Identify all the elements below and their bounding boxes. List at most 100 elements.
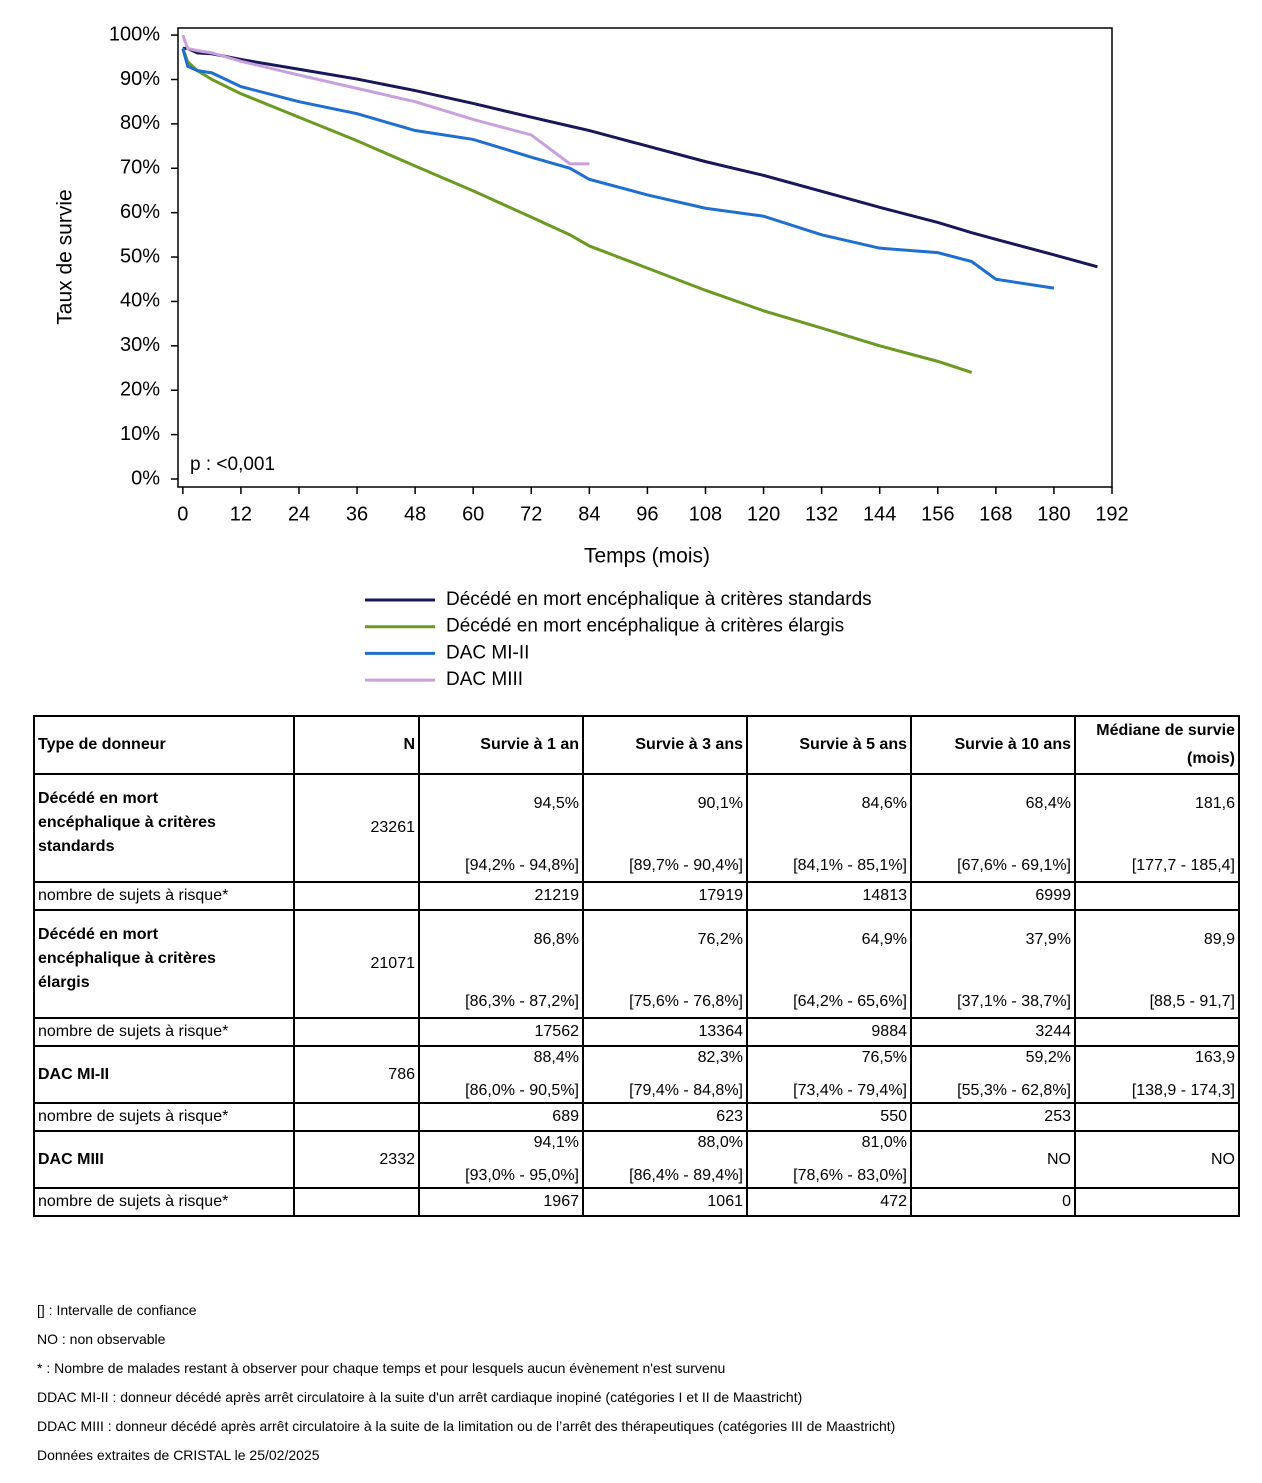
survival-cell: 76,2% [75,6% - 76,8%] bbox=[582, 909, 748, 1019]
survival-table: Type de donneur N Survie à 1 an Survie à 3 … bbox=[33, 715, 1240, 1217]
survival-cell: NO bbox=[1074, 1130, 1240, 1189]
risk-row: nombre de sujets à risque* 21219 17919 1481… bbox=[33, 881, 1240, 911]
risk-label: nombre de sujets à risque* bbox=[33, 1017, 295, 1047]
survival-cell: 94,5% [94,2% - 94,8%] bbox=[418, 773, 584, 883]
header-cell: N bbox=[293, 715, 420, 775]
survival-value: 88,0% bbox=[697, 1134, 743, 1151]
empty-cell bbox=[293, 1187, 420, 1217]
risk-label: nombre de sujets à risque* bbox=[33, 881, 295, 911]
cell-stack: 81,0% [78,6% - 83,0%] bbox=[751, 1134, 907, 1185]
survival-cell: 84,6% [84,1% - 85,1%] bbox=[746, 773, 912, 883]
x-tick-label: 12 bbox=[230, 503, 252, 525]
footnote: [] : Intervalle de confiance bbox=[37, 1302, 197, 1318]
confidence-interval: [94,2% - 94,8%] bbox=[465, 857, 579, 874]
survival-cell: 88,4% [86,0% - 90,5%] bbox=[418, 1045, 584, 1104]
cell-stack: 88,0% [86,4% - 89,4%] bbox=[587, 1134, 743, 1185]
header-cell: Survie à 10 ans bbox=[910, 715, 1076, 775]
risk-count: 13364 bbox=[582, 1017, 748, 1047]
legend-label: DAC MIII bbox=[446, 669, 523, 690]
header-cell: Médiane de survie (mois) bbox=[1074, 715, 1240, 775]
x-tick-label: 120 bbox=[747, 503, 780, 525]
survival-value: 84,6% bbox=[861, 795, 907, 812]
empty-cell bbox=[1074, 1102, 1240, 1132]
donor-type: DAC MI-II bbox=[33, 1045, 295, 1104]
cell-stack: 181,6 [177,7 - 185,4] bbox=[1079, 781, 1235, 875]
risk-label: nombre de sujets à risque* bbox=[33, 1187, 295, 1217]
survival-cell: 82,3% [79,4% - 84,8%] bbox=[582, 1045, 748, 1104]
header-row: Type de donneur N Survie à 1 an Survie à 3 … bbox=[33, 715, 1240, 775]
cell-stack: 59,2% [55,3% - 62,8%] bbox=[915, 1049, 1071, 1100]
risk-count: 472 bbox=[746, 1187, 912, 1217]
empty-cell bbox=[1074, 881, 1240, 911]
x-tick-label: 132 bbox=[805, 503, 838, 525]
survival-cell: 88,0% [86,4% - 89,4%] bbox=[582, 1130, 748, 1189]
x-tick-label: 72 bbox=[520, 503, 542, 525]
survival-cell: 76,5% [73,4% - 79,4%] bbox=[746, 1045, 912, 1104]
survival-value: 163,9 bbox=[1194, 1049, 1235, 1066]
survival-value: 81,0% bbox=[861, 1134, 907, 1151]
footnote: DDAC MI-II : donneur décédé après arrêt … bbox=[37, 1389, 803, 1405]
risk-count: 550 bbox=[746, 1102, 912, 1132]
confidence-interval: [86,3% - 87,2%] bbox=[465, 993, 579, 1010]
x-tick-label: 84 bbox=[578, 503, 600, 525]
risk-count: 14813 bbox=[746, 881, 912, 911]
y-tick-label: 20% bbox=[120, 379, 160, 401]
risk-count: 3244 bbox=[910, 1017, 1076, 1047]
confidence-interval: [55,3% - 62,8%] bbox=[957, 1082, 1071, 1099]
plot-frame bbox=[177, 27, 1113, 488]
confidence-interval: [67,6% - 69,1%] bbox=[957, 857, 1071, 874]
survival-cell: 81,0% [78,6% - 83,0%] bbox=[746, 1130, 912, 1189]
footnote: Données extraites de CRISTAL le 25/02/20… bbox=[37, 1447, 320, 1463]
survival-value: 59,2% bbox=[1025, 1049, 1071, 1066]
y-axis-label: Taux de survie bbox=[54, 189, 77, 324]
y-tick-label: 30% bbox=[120, 334, 160, 356]
y-tick-label: 60% bbox=[120, 201, 160, 223]
survival-curve bbox=[181, 47, 973, 374]
x-tick-label: 48 bbox=[404, 503, 426, 525]
y-tick-label: 70% bbox=[120, 157, 160, 179]
risk-count: 21219 bbox=[418, 881, 584, 911]
survival-cell: 68,4% [67,6% - 69,1%] bbox=[910, 773, 1076, 883]
risk-count: 17919 bbox=[582, 881, 748, 911]
y-tick-label: 0% bbox=[131, 467, 160, 489]
x-tick-label: 24 bbox=[288, 503, 310, 525]
survival-value: NO bbox=[1211, 1150, 1235, 1168]
confidence-interval: [138,9 - 174,3] bbox=[1131, 1082, 1235, 1099]
confidence-interval: [64,2% - 65,6%] bbox=[793, 993, 907, 1010]
risk-count: 6999 bbox=[910, 881, 1076, 911]
cell-stack: 76,5% [73,4% - 79,4%] bbox=[751, 1049, 907, 1100]
cell-stack: 89,9 [88,5 - 91,7] bbox=[1079, 917, 1235, 1011]
footnotes: [] : Intervalle de confiance NO : non obs… bbox=[37, 1300, 895, 1474]
donor-type: Décédé en mort encéphalique à critères s… bbox=[33, 773, 295, 883]
survival-value: 64,9% bbox=[861, 931, 907, 948]
risk-count: 9884 bbox=[746, 1017, 912, 1047]
donor-type: DAC MIII bbox=[33, 1130, 295, 1189]
confidence-interval: [93,0% - 95,0%] bbox=[465, 1167, 579, 1184]
x-tick-label: 192 bbox=[1095, 503, 1128, 525]
confidence-interval: [88,5 - 91,7] bbox=[1149, 993, 1235, 1010]
donor-row: DAC MIII 2332 94,1% [93,0% - 95,0%] 88,0% [86… bbox=[33, 1130, 1240, 1189]
y-tick-label: 10% bbox=[120, 423, 160, 445]
risk-count: 17562 bbox=[418, 1017, 584, 1047]
x-tick-label: 168 bbox=[979, 503, 1012, 525]
survival-value: 88,4% bbox=[533, 1049, 579, 1066]
survival-value: 68,4% bbox=[1025, 795, 1071, 812]
x-tick-label: 180 bbox=[1037, 503, 1070, 525]
header-cell: Survie à 1 an bbox=[418, 715, 584, 775]
survival-value: 94,5% bbox=[533, 795, 579, 812]
survival-cell: 64,9% [64,2% - 65,6%] bbox=[746, 909, 912, 1019]
y-tick-label: 90% bbox=[120, 68, 160, 90]
x-tick-label: 96 bbox=[636, 503, 658, 525]
survival-value: 89,9 bbox=[1203, 931, 1235, 948]
cell-stack: 88,4% [86,0% - 90,5%] bbox=[423, 1049, 579, 1100]
survival-cell: 59,2% [55,3% - 62,8%] bbox=[910, 1045, 1076, 1104]
header-cell: Survie à 5 ans bbox=[746, 715, 912, 775]
cell-stack: 82,3% [79,4% - 84,8%] bbox=[587, 1049, 743, 1100]
survival-cell: 94,1% [93,0% - 95,0%] bbox=[418, 1130, 584, 1189]
survival-value: 181,6 bbox=[1194, 795, 1235, 812]
survival-value: 90,1% bbox=[697, 795, 743, 812]
cell-stack: 94,1% [93,0% - 95,0%] bbox=[423, 1134, 579, 1185]
chart: Taux de survie Temps (mois) p : <0,001 0… bbox=[54, 23, 1129, 690]
survival-value: 76,5% bbox=[861, 1049, 907, 1066]
